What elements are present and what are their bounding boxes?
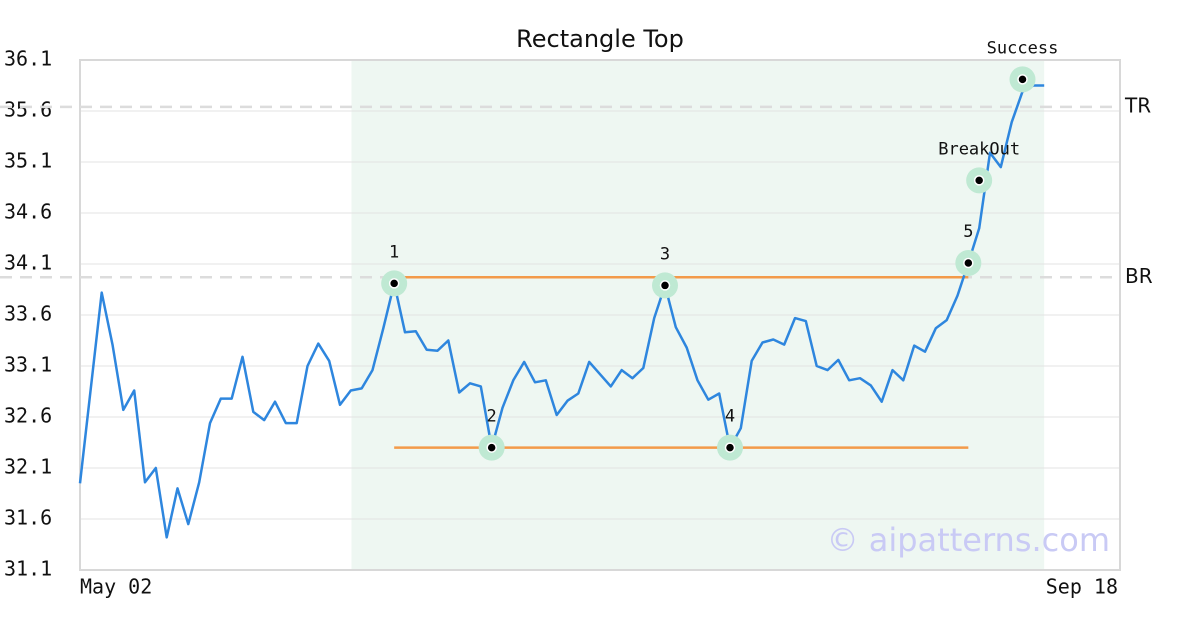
pattern-point-label: 2: [487, 407, 497, 427]
pattern-point-label: Success: [987, 38, 1059, 58]
level-label: TR: [1124, 93, 1151, 117]
pattern-point-label: 4: [725, 407, 735, 427]
chart-title: Rectangle Top: [516, 25, 684, 53]
y-tick-label: 31.1: [4, 557, 52, 581]
y-tick-label: 34.6: [4, 200, 52, 224]
y-tick-label: 32.6: [4, 404, 52, 428]
plot-frame: [79, 59, 1121, 571]
y-tick-label: 32.1: [4, 455, 52, 479]
y-tick-label: 34.1: [4, 251, 52, 275]
pattern-point: [724, 442, 736, 453]
y-tick-label: 31.6: [4, 506, 52, 530]
pattern-point: [486, 442, 497, 453]
pattern-point: [963, 257, 974, 269]
price-line: [78, 84, 1045, 539]
pattern-point-label: 3: [660, 244, 670, 264]
pattern-point: [973, 175, 985, 186]
y-tick-label: 35.6: [4, 98, 52, 122]
watermark: © aipatterns.com: [827, 521, 1110, 559]
x-tick-label: May 02: [80, 575, 152, 599]
pattern-point: [388, 278, 400, 289]
pattern-point-label: BreakOut: [938, 139, 1020, 159]
y-tick-label: 33.6: [4, 302, 52, 326]
pattern-point: [659, 280, 671, 291]
level-label: BR: [1125, 264, 1153, 288]
pattern-point-label: 1: [389, 242, 399, 262]
pattern-point-label: 5: [963, 222, 973, 242]
x-tick-label: Sep 18: [1046, 575, 1118, 599]
y-tick-label: 35.1: [4, 149, 52, 173]
pattern-point: [1017, 74, 1028, 85]
y-tick-label: 36.1: [4, 47, 52, 71]
y-tick-label: 33.1: [4, 353, 52, 377]
